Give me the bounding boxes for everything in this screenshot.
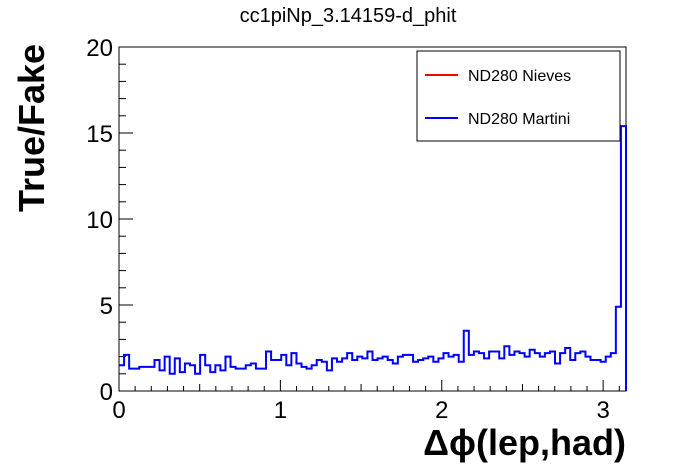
- x-tick-label: 1: [274, 397, 287, 424]
- x-tick-label: 3: [596, 397, 609, 424]
- y-tick-label: 20: [86, 35, 113, 62]
- legend-label-martini: ND280 Martini: [468, 111, 570, 128]
- legend-box: [416, 50, 621, 142]
- x-axis-label: Δϕ(lep,had): [423, 422, 626, 463]
- x-axis: 0 1 2 3: [112, 380, 620, 424]
- y-tick-label: 15: [86, 121, 113, 148]
- y-axis: 0 5 10 15 20: [86, 35, 133, 406]
- legend-label-nieves: ND280 Nieves: [468, 68, 571, 85]
- x-tick-label: 0: [112, 397, 125, 424]
- legend: ND280 Nieves ND280 Martini: [416, 50, 621, 142]
- y-tick-label: 10: [86, 207, 113, 234]
- y-axis-label: True/Fake: [11, 44, 52, 212]
- y-tick-label: 0: [100, 379, 113, 406]
- chart-title: cc1piNp_3.14159-d_phit: [240, 5, 457, 27]
- y-tick-label: 5: [100, 293, 113, 320]
- series-line-martini: [119, 125, 627, 391]
- x-tick-label: 2: [435, 397, 448, 424]
- series-layer: [119, 125, 627, 391]
